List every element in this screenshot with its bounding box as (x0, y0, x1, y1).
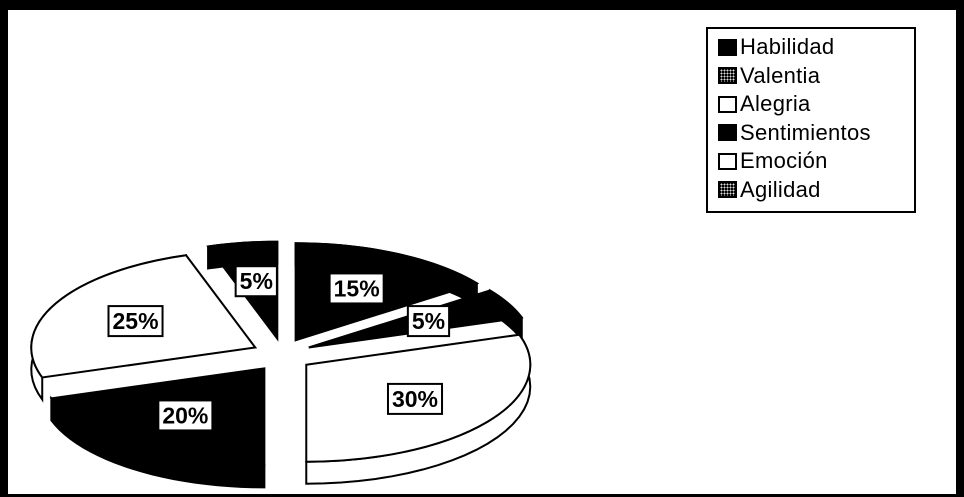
data-label-box (157, 399, 214, 432)
legend-swatch (718, 124, 737, 142)
legend-label: Agilidad (740, 176, 821, 202)
legend-swatch (718, 67, 737, 85)
data-label-text: 15% (334, 275, 380, 301)
pie-slices (30, 240, 532, 489)
data-label: 20% (157, 399, 214, 432)
legend-item-emocion: Emoción (708, 147, 914, 176)
legend-item-habilidad: Habilidad (708, 33, 914, 62)
legend-label: Sentimientos (740, 119, 871, 145)
legend-item-agilidad: Agilidad (708, 176, 914, 205)
legend-label: Alegria (740, 91, 811, 117)
legend-swatch (718, 152, 737, 170)
data-label: 30% (386, 382, 444, 415)
data-label-box (386, 382, 444, 415)
legend-label: Valentia (740, 62, 821, 88)
data-label: 5% (406, 305, 451, 338)
legend-label: Emoción (740, 148, 828, 174)
legend-swatch (718, 95, 737, 113)
data-label: 25% (107, 305, 164, 338)
data-label-text: 20% (162, 402, 208, 428)
legend-item-alegria: Alegria (708, 90, 914, 119)
data-label: 5% (234, 265, 278, 298)
chart-legend: Habilidad Valentia Alegria Sentimientos … (706, 27, 916, 213)
data-label-box (328, 272, 385, 305)
data-label-text: 25% (112, 308, 158, 334)
data-label-text: 5% (412, 308, 445, 334)
pie-data-labels: 5% 15% 5% 25% 30% 20% (107, 265, 451, 432)
legend-swatch (718, 181, 737, 199)
data-label-text: 5% (240, 268, 273, 294)
data-label: 15% (328, 272, 385, 305)
data-label-box (406, 305, 451, 338)
legend-label: Habilidad (740, 34, 835, 60)
legend-item-sentimientos: Sentimientos (708, 119, 914, 148)
data-label-box (234, 265, 278, 298)
legend-swatch (718, 38, 737, 56)
data-label-box (107, 305, 164, 338)
slice-top (294, 242, 480, 342)
legend-item-valentia: Valentia (708, 62, 914, 91)
data-label-text: 30% (392, 386, 438, 412)
